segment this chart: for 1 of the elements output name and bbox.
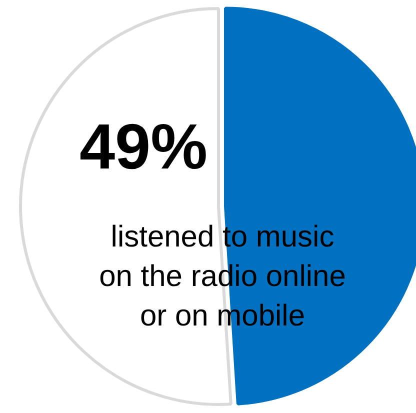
- text: 49%: [79, 110, 208, 182]
